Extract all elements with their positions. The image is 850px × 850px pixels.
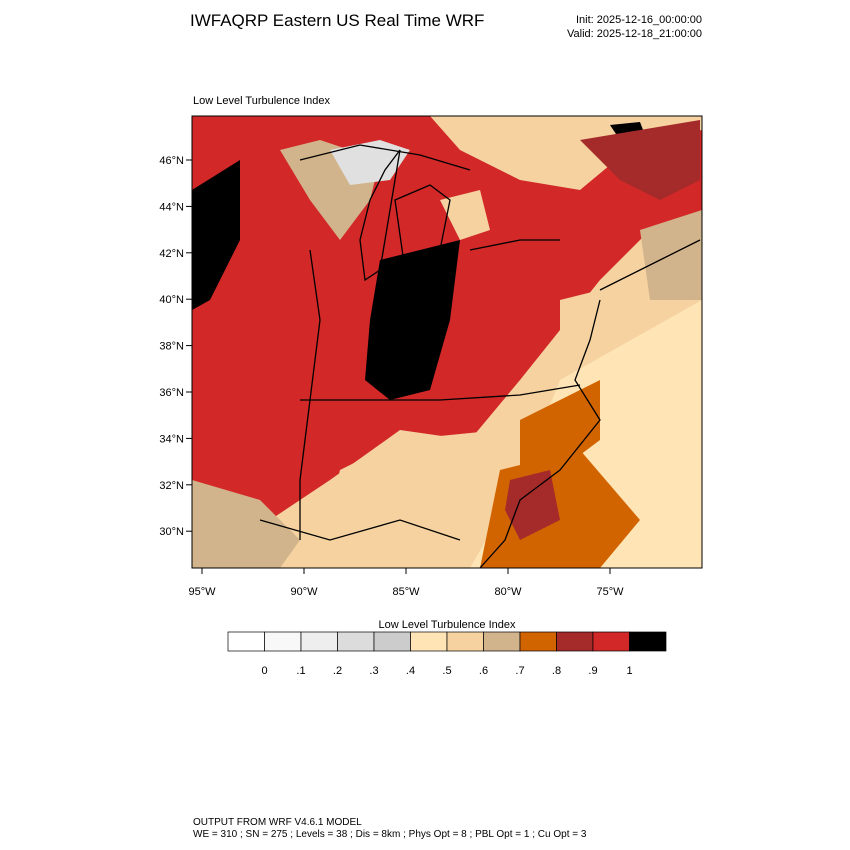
lon-label: 90°W [290, 586, 318, 598]
lat-label: 30°N [159, 526, 184, 538]
map-field [191, 115, 703, 569]
colorbar-label: 0 [261, 665, 267, 677]
colorbar-label: 1 [626, 665, 632, 677]
footer-line: WE = 310 ; SN = 275 ; Levels = 38 ; Dis … [193, 829, 587, 840]
colorbar-label: .5 [442, 665, 451, 677]
title: IWFAQRP Eastern US Real Time WRF [190, 11, 484, 30]
colorbar-box [556, 631, 594, 652]
colorbar-label: .6 [479, 665, 488, 677]
lat-label: 42°N [159, 248, 184, 260]
colorbar-box [483, 631, 521, 652]
colorbar-label: .1 [296, 665, 305, 677]
lat-label: 46°N [159, 155, 184, 167]
init-time: Init: 2025-12-16_00:00:00 [576, 14, 702, 26]
lat-label: 38°N [159, 341, 184, 353]
colorbar-label: .4 [406, 665, 415, 677]
colorbar-label: .2 [333, 665, 342, 677]
colorbar-label: .3 [369, 665, 378, 677]
colorbar-label: .7 [515, 665, 524, 677]
colorbar-box [410, 631, 448, 652]
lat-label: 44°N [159, 201, 184, 213]
lon-label: 85°W [392, 586, 420, 598]
lat-label: 36°N [159, 387, 184, 399]
colorbar-box [227, 631, 265, 652]
lat-label: 34°N [159, 433, 184, 445]
colorbar-box [629, 631, 667, 652]
lat-label: 40°N [159, 294, 184, 306]
colorbar-box [519, 631, 557, 652]
colorbar-box [446, 631, 484, 652]
colorbar-box [337, 631, 375, 652]
lon-label: 75°W [596, 586, 624, 598]
colorbar-title: Low Level Turbulence Index [379, 619, 516, 631]
lat-label: 32°N [159, 480, 184, 492]
colorbar-box [373, 631, 411, 652]
lon-label: 80°W [494, 586, 522, 598]
colorbar-box [300, 631, 338, 652]
colorbar-box [264, 631, 302, 652]
map-subtitle: Low Level Turbulence Index [193, 95, 330, 107]
colorbar-label: .8 [552, 665, 561, 677]
colorbar-label: .9 [588, 665, 597, 677]
lon-label: 95°W [188, 586, 216, 598]
valid-time: Valid: 2025-12-18_21:00:00 [567, 28, 702, 40]
colorbar-box [592, 631, 630, 652]
footer-line: OUTPUT FROM WRF V4.6.1 MODEL [193, 817, 362, 828]
